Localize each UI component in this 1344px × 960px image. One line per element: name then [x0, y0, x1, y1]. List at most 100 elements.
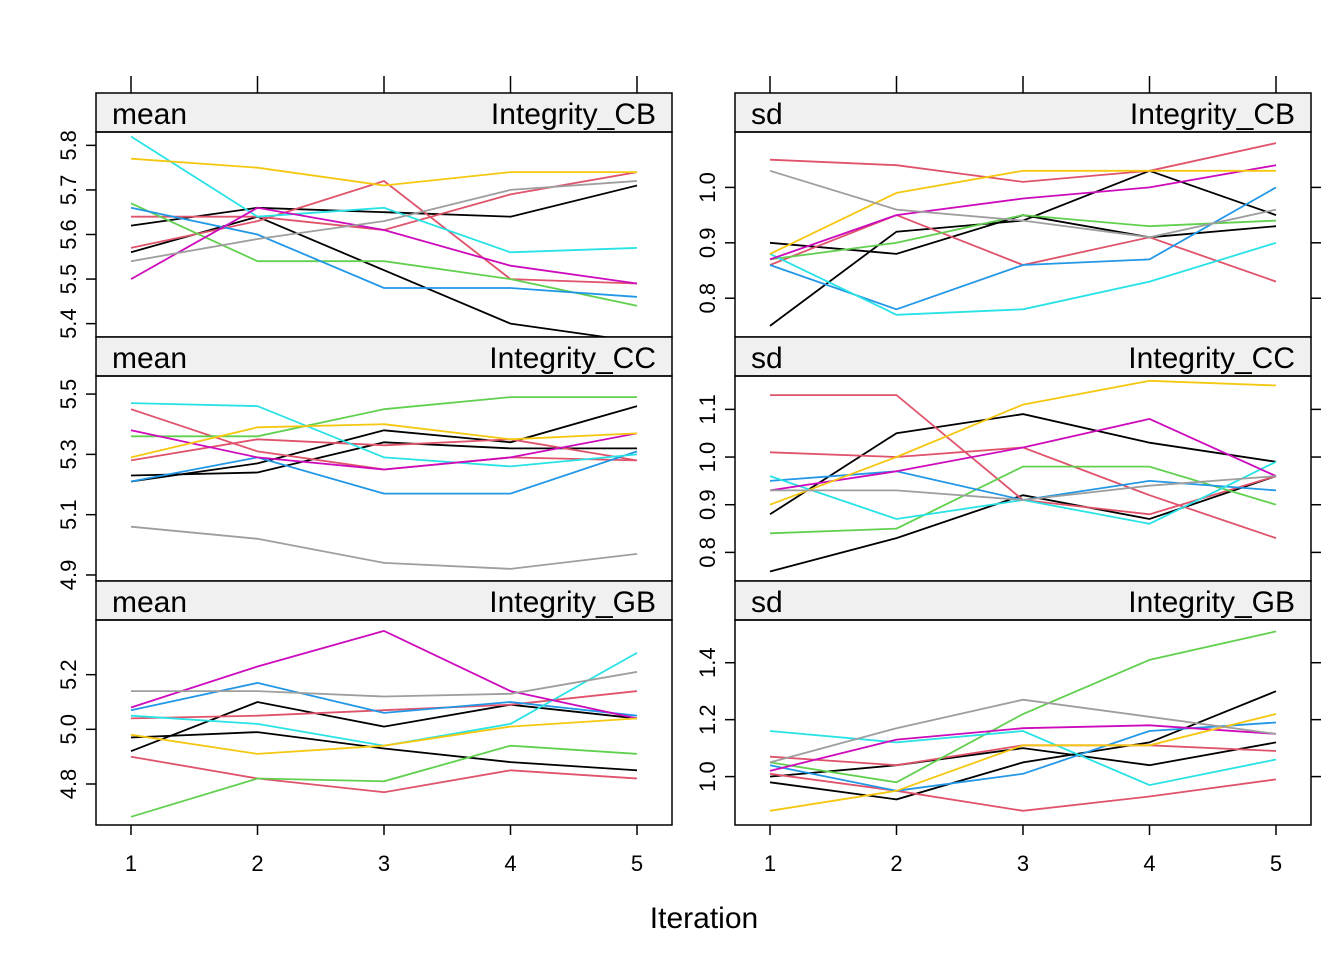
y-tick-label: 5.1: [56, 499, 81, 530]
x-tick-label: 2: [890, 851, 902, 876]
x-tick-label: 2: [251, 851, 263, 876]
y-tick-label: 5.5: [56, 379, 81, 410]
series-line-4: [769, 214, 1277, 283]
panel-strip: [734, 580, 1312, 621]
series-line-1: [130, 215, 638, 343]
y-tick-label: 0.8: [695, 283, 720, 314]
y-tick-label: 0.9: [695, 228, 720, 259]
panel-mean-GB: mean Integrity_GB 4.8 5.0 5.2 1 2 3 4 5: [56, 580, 673, 876]
series-line-8: [769, 164, 1277, 261]
series-line-10: [130, 180, 638, 263]
strip-variable-label: Integrity_GB: [1128, 586, 1295, 619]
strip-variable-label: Integrity_GB: [489, 586, 656, 619]
panels-layer: mean Integrity_CB 5.4 5.5 5.6 5.7 5.8 sd Integri…: [56, 76, 1321, 876]
series-line-9: [769, 379, 1277, 506]
x-axis-label: Iteration: [650, 902, 758, 935]
x-tick-label: 3: [378, 851, 390, 876]
series-line-10: [769, 169, 1277, 239]
x-tick-label: 1: [125, 851, 137, 876]
y-tick-label: 1.0: [695, 442, 720, 473]
x-tick-label: 5: [631, 851, 643, 876]
series-line-5: [130, 202, 638, 307]
strip-stat-label: sd: [751, 342, 783, 375]
series-line-9: [130, 157, 637, 187]
series-line-5: [769, 630, 1277, 784]
y-tick-label: 1.2: [695, 704, 720, 735]
series-line-9: [769, 713, 1277, 812]
y-tick-label: 5.6: [56, 219, 81, 250]
series-line-2: [130, 731, 638, 772]
series-line-9: [130, 717, 638, 755]
panel-mean-CC: mean Integrity_CC 4.9 5.1 5.3 5.5: [56, 336, 673, 591]
y-tick-label: 5.5: [56, 264, 81, 295]
series-line-1: [130, 405, 638, 483]
y-tick-label: 1.0: [695, 172, 720, 203]
series-line-4: [769, 446, 1277, 539]
y-tick-label: 5.7: [56, 175, 81, 206]
series-line-9: [130, 423, 638, 459]
x-tick-label: 4: [1143, 851, 1155, 876]
series-line-6: [130, 206, 638, 298]
series-line-2: [130, 184, 638, 227]
strip-stat-label: sd: [751, 98, 783, 131]
y-tick-label: 5.3: [56, 439, 81, 470]
series-line-1: [769, 475, 1277, 573]
series-line-4: [769, 772, 1277, 812]
strip-variable-label: Integrity_CB: [1130, 98, 1295, 131]
x-tick-label: 1: [764, 851, 776, 876]
y-tick-label: 5.8: [56, 130, 81, 161]
strip-stat-label: mean: [112, 342, 187, 375]
x-tick-label: 3: [1017, 851, 1029, 876]
series-line-3: [769, 142, 1277, 183]
y-tick-label: 1.1: [695, 394, 720, 425]
series-line-10: [130, 525, 638, 570]
series-line-2: [769, 741, 1277, 778]
series-line-8: [130, 629, 638, 720]
series-line-2: [769, 413, 1277, 516]
x-tick-label: 5: [1270, 851, 1282, 876]
series-line-5: [131, 396, 637, 438]
series-line-7: [130, 135, 638, 254]
y-tick-label: 5.0: [56, 714, 81, 745]
series-line-7: [769, 730, 1277, 787]
y-tick-label: 5.2: [56, 659, 81, 690]
panel-sd-CB: sd Integrity_CB 0.8 0.9 1.0: [695, 76, 1321, 338]
panel-mean-CB: mean Integrity_CB 5.4 5.5 5.6 5.7 5.8: [56, 76, 673, 343]
series-line-5: [769, 214, 1277, 261]
strip-variable-label: Integrity_CB: [491, 98, 656, 131]
y-tick-label: 4.8: [56, 769, 81, 800]
strip-stat-label: mean: [112, 98, 187, 131]
y-tick-label: 1.4: [695, 647, 720, 678]
series-line-8: [130, 429, 638, 471]
panel-sd-CC: sd Integrity_CC 0.8 0.9 1.0 1.1: [695, 336, 1321, 582]
panel-strip: [95, 580, 673, 621]
series-line-1: [769, 690, 1277, 801]
y-tick-label: 1.0: [695, 761, 720, 792]
panel-strip: [95, 92, 673, 133]
series-line-6: [130, 450, 638, 495]
y-tick-label: 0.8: [695, 537, 720, 568]
y-tick-label: 5.4: [56, 308, 81, 339]
series-line-2: [130, 441, 637, 477]
panel-sd-GB: sd Integrity_GB 1.0 1.2 1.4 1 2 3 4 5: [695, 580, 1321, 876]
y-tick-label: 0.9: [695, 489, 720, 520]
series-line-1: [130, 701, 638, 753]
strip-stat-label: sd: [751, 586, 783, 619]
panel-plot-area: [95, 375, 673, 582]
series-line-9: [769, 169, 1276, 255]
series-line-7: [769, 241, 1277, 316]
y-tick-label: 4.9: [56, 560, 81, 591]
series-line-8: [130, 206, 638, 285]
x-tick-label: 4: [504, 851, 516, 876]
series-line-8: [769, 417, 1277, 492]
series-line-4: [130, 438, 638, 462]
series-line-3: [130, 755, 638, 794]
series-line-8: [769, 724, 1277, 772]
series-line-5: [769, 465, 1277, 535]
panel-strip: [95, 336, 673, 377]
series-line-10: [131, 671, 638, 698]
strip-stat-label: mean: [112, 586, 187, 619]
series-line-10: [770, 475, 1277, 501]
strip-variable-label: Integrity_CC: [489, 342, 656, 375]
